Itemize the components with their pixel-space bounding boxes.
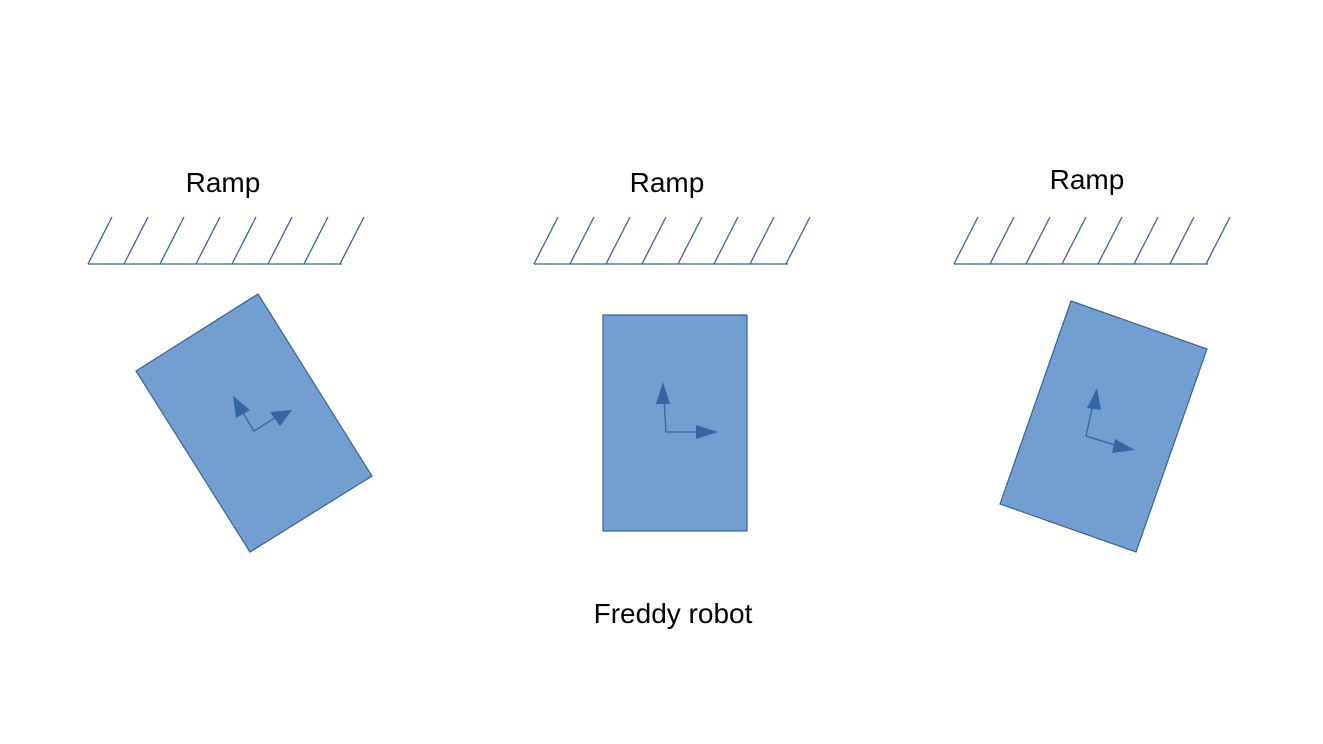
robot-body-left (135, 293, 373, 553)
ramp-label-center: Ramp (630, 167, 705, 198)
robot-axes-center (656, 382, 718, 439)
robot-body-center (602, 314, 748, 532)
robot-body-right (999, 300, 1208, 553)
caption-freddy-robot: Freddy robot (594, 598, 753, 629)
scene-left: Ramp (87, 167, 373, 553)
scene-center: Ramp (533, 167, 811, 532)
ramp-label-left: Ramp (186, 167, 261, 198)
ramp-label-right: Ramp (1050, 164, 1125, 195)
robot-axes-right (1085, 388, 1135, 453)
scene-right: Ramp (953, 164, 1231, 553)
ramp-left (87, 216, 365, 265)
robot-axes-left (233, 396, 292, 432)
ramp-center (533, 216, 811, 265)
ramp-right (953, 216, 1231, 265)
